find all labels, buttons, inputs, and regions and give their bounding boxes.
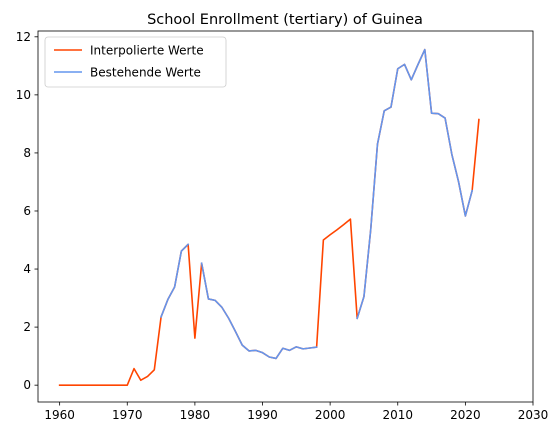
y-tick-label-8: 8 [23,146,31,160]
legend-label-1: Interpolierte Werte [90,44,204,58]
series-line-2-segment-1 [160,243,190,318]
series-line-2-segment-3 [356,48,474,320]
axes: 1960 1970 1980 1990 2000 2010 2020 2030 0 2 4 6 8 10 1… [16,30,549,422]
x-tick-label-1970: 1970 [112,408,143,422]
y-tick-label-4: 4 [23,262,31,276]
plot-area [58,48,480,386]
y-tick-label-2: 2 [23,320,31,334]
legend: Interpolierte Werte Bestehende Werte [44,36,227,88]
x-tick-label-2000: 2000 [315,408,346,422]
series-line-1-segment-1 [58,48,480,386]
y-tick-label-6: 6 [23,204,31,218]
x-tick-label-1990: 1990 [247,408,278,422]
chart-title: School Enrollment (tertiary) of Guinea [147,12,423,28]
x-tick-label-2030: 2030 [518,408,549,422]
legend-box [44,36,227,88]
y-tick-label-10: 10 [16,88,31,102]
legend-label-2: Bestehende Werte [90,66,201,80]
y-tick-label-0: 0 [23,378,31,392]
x-tick-label-2020: 2020 [450,408,481,422]
y-tick-label-12: 12 [16,30,31,44]
plot-frame [37,30,534,403]
x-tick-label-1980: 1980 [180,408,211,422]
x-tick-label-1960: 1960 [44,408,75,422]
series-line-2-segment-2 [200,262,318,360]
x-tick-label-2010: 2010 [382,408,413,422]
